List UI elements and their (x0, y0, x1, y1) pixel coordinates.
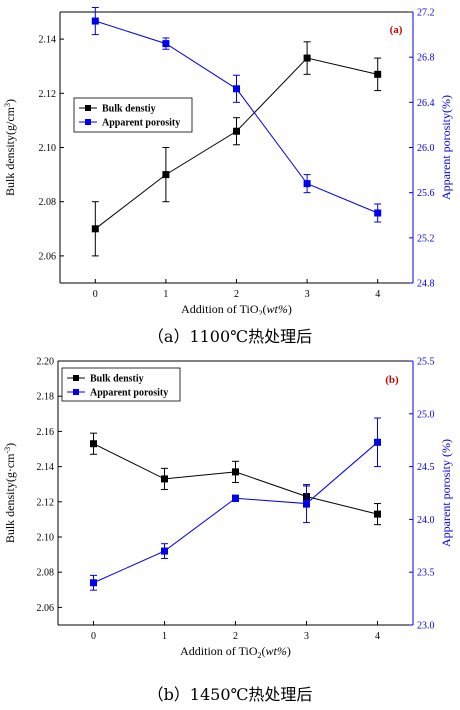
apparent-porosity-point (303, 500, 310, 508)
apparent-porosity-point (91, 17, 99, 25)
y-right-tick-label: 23.0 (417, 621, 435, 632)
x-axis-label: Addition of TiO2(wt%) (181, 302, 292, 315)
legend-bulk-density-label: Bulk denstiy (102, 104, 156, 115)
y-right-tick-label: 25.6 (417, 188, 435, 199)
apparent-porosity-point (161, 547, 168, 555)
y-left-tick-label: 2.18 (37, 392, 55, 403)
bulk-density-point (303, 54, 311, 62)
y-axis-left-label: Bulk density(g·cm-3) (3, 443, 17, 543)
chart-panel-b: 0 1 2 3 4 2.06 2.08 2.10 2.12 2.14 2.16 2.18 2.20 23.… (3, 357, 453, 661)
y-right-tick-label: 25.0 (417, 409, 435, 420)
y-left-tick-label: 2.08 (37, 568, 55, 579)
y-left-tick-label: 2.12 (39, 89, 57, 100)
apparent-porosity-point (232, 494, 239, 502)
panel-tag: (b) (385, 374, 399, 386)
y-right-tick-label: 26.0 (417, 143, 435, 154)
legend-apparent-porosity-marker (85, 119, 91, 125)
apparent-porosity-point (90, 579, 97, 587)
chart-panel-a: 0 1 2 3 4 2.06 2.08 2.10 2.12 2.14 24.8 25.2 25.6 26.… (3, 6, 453, 315)
y-left-tick-label: 2.12 (37, 497, 55, 508)
x-axis-label: Addition of TiO2(wt%) (180, 644, 291, 660)
bulk-density-point (90, 440, 97, 448)
apparent-porosity-point (303, 180, 311, 188)
y-axis-right-label: Apparent porosity (%) (439, 439, 453, 547)
y-right-tick-label: 24.8 (417, 279, 435, 290)
legend-box (73, 97, 193, 133)
x-tick-label: 4 (375, 289, 380, 300)
y-right-tick-label: 26.8 (417, 53, 435, 64)
bulk-density-point (374, 510, 381, 518)
caption-b: （b）1450℃热处理后 (147, 685, 313, 704)
y-left-tick-label: 2.06 (37, 603, 55, 614)
bulk-density-point (91, 225, 99, 233)
legend-box (61, 367, 181, 402)
apparent-porosity-point (374, 438, 381, 446)
legend-apparent-porosity-marker (73, 389, 79, 395)
legend-bulk-density-marker (85, 105, 91, 111)
y-left-tick-label: 2.14 (37, 462, 55, 473)
legend-apparent-porosity-label: Apparent porosity (102, 118, 180, 129)
bulk-density-point (162, 171, 170, 179)
y-left-tick-label: 2.20 (37, 357, 55, 368)
y-right-tick-label: 23.5 (417, 568, 435, 579)
x-tick-label: 4 (375, 631, 380, 642)
apparent-porosity-point (233, 85, 240, 93)
y-left-tick-label: 2.06 (39, 251, 57, 262)
apparent-porosity-point (162, 40, 170, 48)
y-left-tick-label: 2.10 (37, 533, 55, 544)
x-tick-label: 3 (304, 631, 309, 642)
y-left-tick-label: 2.16 (37, 427, 55, 438)
apparent-porosity-point (374, 209, 382, 217)
caption-a: （a）1100℃热处理后 (147, 327, 313, 346)
y-right-tick-label: 27.2 (417, 8, 435, 19)
y-left-tick-label: 2.10 (39, 143, 57, 154)
y-right-tick-label: 25.2 (417, 233, 435, 244)
legend-apparent-porosity-label: Apparent porosity (90, 388, 168, 399)
y-right-tick-label: 26.4 (417, 98, 435, 109)
legend-bulk-density-label: Bulk denstiy (90, 374, 144, 385)
x-tick-label: 2 (234, 289, 239, 300)
x-tick-label: 0 (91, 631, 96, 642)
panel-tag: (a) (390, 24, 403, 36)
x-tick-label: 0 (93, 289, 98, 300)
y-left-tick-label: 2.08 (39, 197, 57, 208)
bulk-density-point (374, 70, 382, 78)
legend-bulk-density-marker (73, 375, 79, 381)
bulk-density-point (232, 468, 239, 476)
y-axis-left-label: Bulk density(g/cm3) (3, 99, 17, 196)
y-right-tick-label: 25.5 (417, 357, 435, 368)
y-axis-right-label: Apparent porosity(%) (439, 95, 453, 200)
x-tick-label: 2 (233, 631, 238, 642)
x-tick-label: 1 (163, 289, 168, 300)
y-right-tick-label: 24.5 (417, 462, 435, 473)
x-tick-label: 3 (305, 289, 310, 300)
y-left-tick-label: 2.14 (39, 35, 57, 46)
x-tick-label: 1 (162, 631, 167, 642)
bulk-density-point (161, 475, 168, 483)
bulk-density-point (233, 127, 240, 135)
y-right-tick-label: 24.0 (417, 515, 435, 526)
